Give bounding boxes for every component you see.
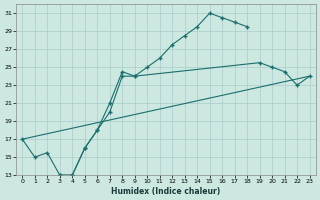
X-axis label: Humidex (Indice chaleur): Humidex (Indice chaleur) (111, 187, 220, 196)
